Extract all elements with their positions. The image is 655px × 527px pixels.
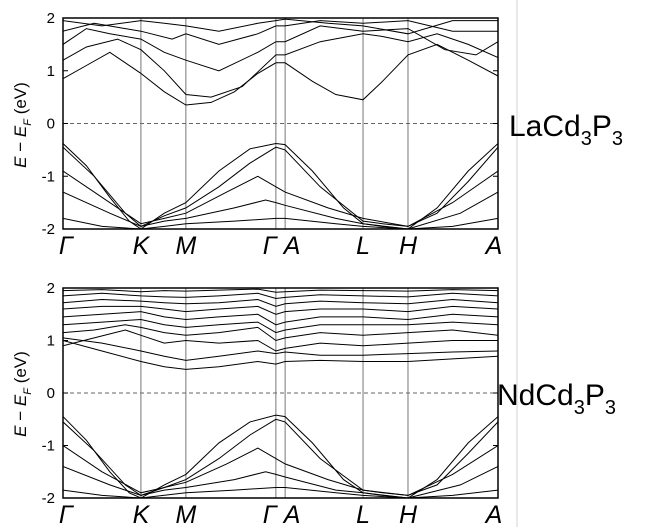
- k-point-label: H: [399, 232, 418, 260]
- compound-label: LaCd3P3: [509, 110, 623, 150]
- band-line: [63, 311, 498, 326]
- band-line: [63, 487, 498, 498]
- k-point-label: H: [399, 501, 418, 527]
- compound-label: NdCd3P3: [497, 379, 616, 419]
- band-line: [63, 43, 498, 106]
- y-tick-label: 2: [47, 280, 55, 297]
- k-point-label: A: [484, 501, 503, 527]
- band-line: [63, 33, 498, 98]
- bands: [63, 18, 498, 229]
- band-line: [63, 340, 498, 370]
- k-point-label: M: [175, 232, 196, 260]
- band-line: [63, 170, 498, 227]
- band-line: [63, 318, 498, 334]
- y-tick-label: -2: [42, 490, 55, 507]
- k-point-label: M: [175, 501, 196, 527]
- band-line: [63, 298, 498, 307]
- y-axis-label: E − EF (eV): [11, 82, 34, 168]
- k-point-label: L: [356, 232, 370, 260]
- band-line: [63, 292, 498, 300]
- y-axis-label: E − EF (eV): [11, 351, 34, 437]
- band-line: [63, 25, 498, 72]
- band-line: [63, 18, 498, 35]
- band-line: [63, 305, 498, 315]
- band-line: [63, 288, 498, 293]
- band-line: [63, 329, 498, 352]
- k-point-label: Γ: [59, 232, 75, 260]
- k-point-label: K: [133, 232, 151, 260]
- band-line: [63, 217, 498, 229]
- y-tick-label: 2: [47, 10, 55, 27]
- k-point-label: Γ: [263, 501, 279, 527]
- y-tick-label: -1: [42, 168, 55, 185]
- band-line: [63, 146, 498, 227]
- y-tick-label: 1: [47, 63, 55, 80]
- band-line: [63, 337, 498, 361]
- k-point-label: Γ: [263, 232, 279, 260]
- y-tick-label: -2: [42, 221, 55, 238]
- k-point-label: A: [282, 501, 301, 527]
- y-tick-label: 0: [47, 385, 55, 402]
- y-tick-label: 0: [47, 116, 55, 133]
- k-point-label: Γ: [59, 501, 75, 527]
- k-point-label: A: [484, 232, 503, 260]
- k-point-label: L: [356, 501, 370, 527]
- band-line: [63, 414, 498, 498]
- band-line: [63, 418, 498, 496]
- band-line: [63, 20, 498, 45]
- band-line: [63, 445, 498, 496]
- band-line: [63, 324, 498, 342]
- y-tick-label: -1: [42, 438, 55, 455]
- y-tick-label: 1: [47, 333, 55, 350]
- k-point-label: A: [282, 232, 301, 260]
- k-point-label: K: [133, 501, 151, 527]
- bands: [63, 288, 498, 498]
